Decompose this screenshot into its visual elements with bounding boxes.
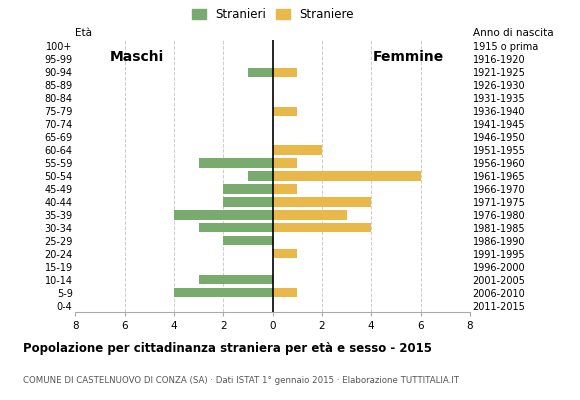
Bar [223,184,273,194]
Bar [223,236,273,246]
Bar [273,223,371,232]
Bar [273,210,347,220]
Bar [273,288,297,297]
Bar [174,210,273,220]
Text: COMUNE DI CASTELNUOVO DI CONZA (SA) · Dati ISTAT 1° gennaio 2015 · Elaborazione : COMUNE DI CASTELNUOVO DI CONZA (SA) · Da… [23,376,459,385]
Bar [198,158,273,168]
Text: Anno di nascita: Anno di nascita [473,28,553,38]
Bar [273,146,322,155]
Bar [273,68,297,77]
Bar [273,249,297,258]
Legend: Stranieri, Straniere: Stranieri, Straniere [187,4,358,26]
Text: Maschi: Maschi [110,50,164,64]
Bar [223,197,273,206]
Bar [248,68,273,77]
Bar [273,158,297,168]
Bar [174,288,273,297]
Bar [198,275,273,284]
Bar [273,197,371,206]
Bar [273,171,420,181]
Bar [273,106,297,116]
Text: Età: Età [75,28,92,38]
Text: Popolazione per cittadinanza straniera per età e sesso - 2015: Popolazione per cittadinanza straniera p… [23,342,432,355]
Text: Femmine: Femmine [372,50,444,64]
Bar [273,184,297,194]
Bar [248,171,273,181]
Bar [198,223,273,232]
